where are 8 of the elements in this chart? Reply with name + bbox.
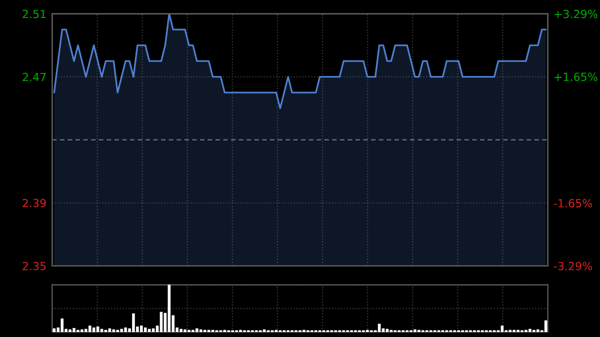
y-tick-label: 2.51 [22,10,46,18]
y2-tick-label: +3.29% [554,10,598,18]
y2-tick-label: -1.65% [554,199,592,208]
y2-tick-label: +1.65% [554,72,598,82]
y-tick-label: 2.47 [22,72,46,82]
y2-tick-label: -3.29% [554,262,592,270]
y-tick-label: 2.35 [22,262,46,270]
y-tick-label: 2.39 [22,198,46,208]
